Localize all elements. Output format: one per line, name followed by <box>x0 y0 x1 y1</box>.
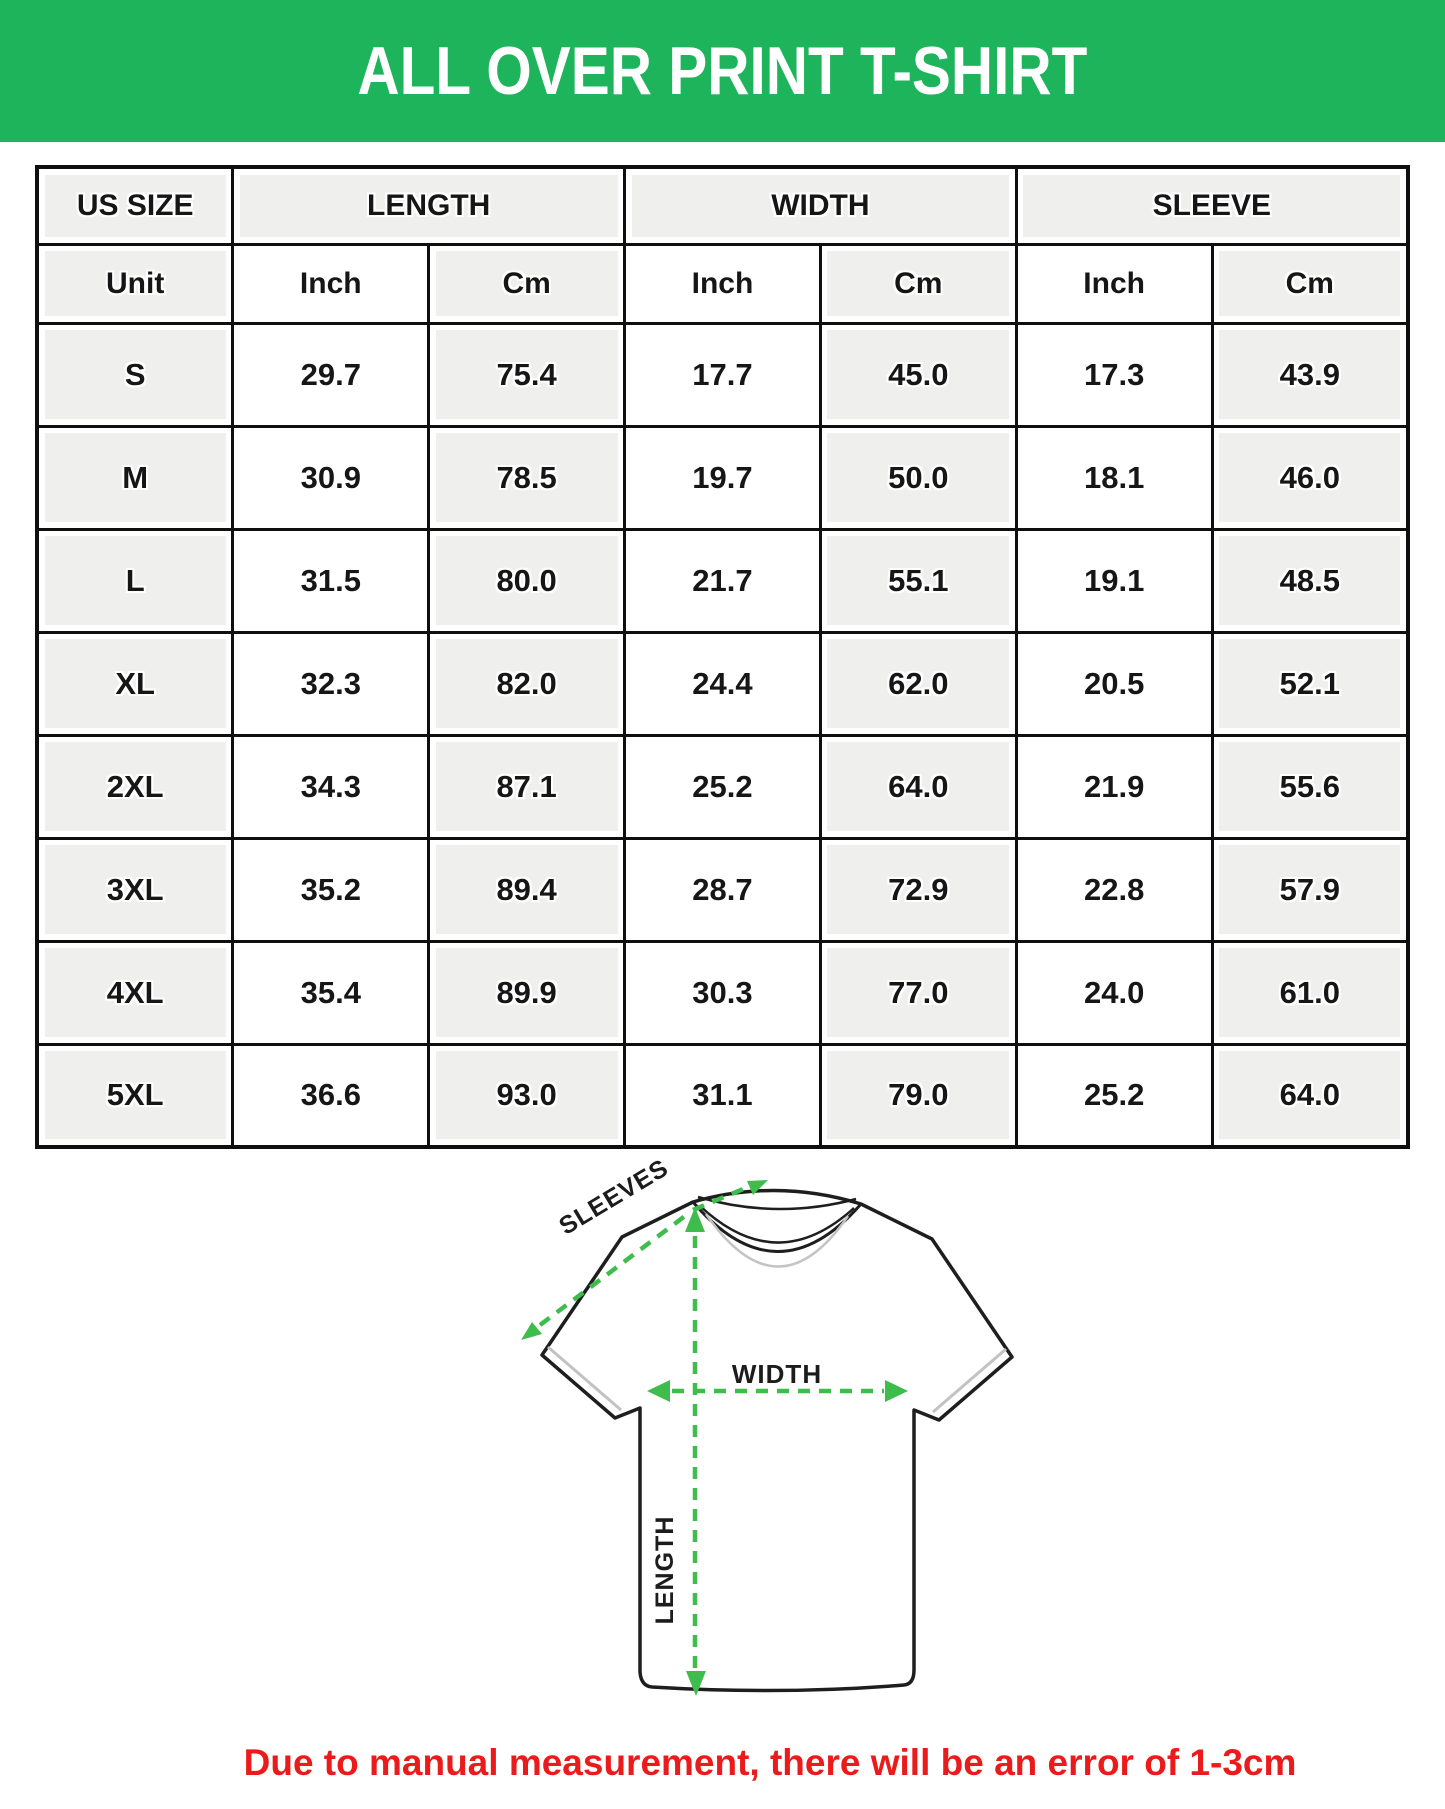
unit-cell: Cm <box>427 242 627 325</box>
value-cell: 46.0 <box>1210 424 1410 531</box>
value-cell: 87.1 <box>427 733 627 840</box>
size-chart-table: US SIZE LENGTH WIDTH SLEEVE Unit Inch Cm… <box>35 165 1410 1149</box>
table-row: M 30.9 78.5 19.7 50.0 18.1 46.0 <box>35 424 1410 531</box>
length-label: LENGTH <box>651 1516 679 1625</box>
value-cell: 35.4 <box>231 939 431 1046</box>
table-row: L 31.5 80.0 21.7 55.1 19.1 48.5 <box>35 527 1410 634</box>
value-cell: 29.7 <box>231 321 431 428</box>
value-cell: 48.5 <box>1210 527 1410 634</box>
value-cell: 89.9 <box>427 939 627 1046</box>
table-row: 2XL 34.3 87.1 25.2 64.0 21.9 55.6 <box>35 733 1410 840</box>
length-arrowhead-bottom <box>686 1671 706 1696</box>
sleeves-arrow-diagonal <box>538 1211 691 1327</box>
value-cell: 30.9 <box>231 424 431 531</box>
table-row: 5XL 36.6 93.0 31.1 79.0 25.2 64.0 <box>35 1042 1410 1149</box>
sleeves-arrowhead-bottom <box>521 1322 542 1340</box>
right-cuff-seam <box>932 1347 1007 1414</box>
unit-cell: Cm <box>818 242 1018 325</box>
width-label: WIDTH <box>732 1359 822 1389</box>
header-cell-width: WIDTH <box>623 165 1018 246</box>
group-header-row: US SIZE LENGTH WIDTH SLEEVE <box>35 165 1410 246</box>
value-cell: 52.1 <box>1210 630 1410 737</box>
tshirt-outline <box>540 1188 1014 1693</box>
width-arrowhead-right <box>885 1380 908 1402</box>
value-cell: 21.7 <box>623 527 822 634</box>
value-cell: 32.3 <box>231 630 431 737</box>
header-cell-sleeve: SLEEVE <box>1014 165 1410 246</box>
size-cell: 3XL <box>35 836 235 943</box>
width-arrowhead-left <box>647 1380 670 1402</box>
value-cell: 64.0 <box>818 733 1018 840</box>
title-banner: ALL OVER PRINT T-SHIRT <box>0 0 1445 142</box>
value-cell: 20.5 <box>1014 630 1214 737</box>
value-cell: 89.4 <box>427 836 627 943</box>
measurement-disclaimer: Due to manual measurement, there will be… <box>243 1742 1297 1783</box>
value-cell: 75.4 <box>427 321 627 428</box>
sleeves-arrow-top <box>692 1184 749 1213</box>
unit-cell: Unit <box>35 242 235 325</box>
value-cell: 34.3 <box>231 733 431 840</box>
header-cell-length: LENGTH <box>231 165 627 246</box>
value-cell: 62.0 <box>818 630 1018 737</box>
value-cell: 82.0 <box>427 630 627 737</box>
table-row: S 29.7 75.4 17.7 45.0 17.3 43.9 <box>35 321 1410 428</box>
value-cell: 18.1 <box>1014 424 1214 531</box>
table-row: 4XL 35.4 89.9 30.3 77.0 24.0 61.0 <box>35 939 1410 1046</box>
value-cell: 45.0 <box>818 321 1018 428</box>
left-cuff-seam <box>547 1345 622 1412</box>
value-cell: 31.5 <box>231 527 431 634</box>
table-row: XL 32.3 82.0 24.4 62.0 20.5 52.1 <box>35 630 1410 737</box>
collar-shadow-line <box>704 1213 850 1268</box>
value-cell: 43.9 <box>1210 321 1410 428</box>
length-arrowhead-top <box>685 1207 705 1232</box>
value-cell: 61.0 <box>1210 939 1410 1046</box>
value-cell: 36.6 <box>231 1042 431 1149</box>
tshirt-measurement-diagram: SLEEVES WIDTH LENGTH <box>521 1151 1014 1696</box>
value-cell: 64.0 <box>1210 1042 1410 1149</box>
value-cell: 79.0 <box>818 1042 1018 1149</box>
value-cell: 25.2 <box>623 733 822 840</box>
value-cell: 55.6 <box>1210 733 1410 840</box>
header-cell-us-size: US SIZE <box>35 165 235 246</box>
unit-cell: Inch <box>231 242 431 325</box>
value-cell: 21.9 <box>1014 733 1214 840</box>
value-cell: 22.8 <box>1014 836 1214 943</box>
sleeves-arrowhead-top <box>747 1180 768 1195</box>
unit-cell: Inch <box>623 242 822 325</box>
value-cell: 50.0 <box>818 424 1018 531</box>
size-cell: 5XL <box>35 1042 235 1149</box>
value-cell: 72.9 <box>818 836 1018 943</box>
value-cell: 28.7 <box>623 836 822 943</box>
value-cell: 77.0 <box>818 939 1018 1046</box>
value-cell: 31.1 <box>623 1042 822 1149</box>
value-cell: 24.0 <box>1014 939 1214 1046</box>
unit-row: Unit Inch Cm Inch Cm Inch Cm <box>35 242 1410 325</box>
value-cell: 30.3 <box>623 939 822 1046</box>
value-cell: 78.5 <box>427 424 627 531</box>
value-cell: 19.7 <box>623 424 822 531</box>
page-title: ALL OVER PRINT T-SHIRT <box>357 33 1088 109</box>
value-cell: 17.3 <box>1014 321 1214 428</box>
value-cell: 17.7 <box>623 321 822 428</box>
value-cell: 24.4 <box>623 630 822 737</box>
value-cell: 19.1 <box>1014 527 1214 634</box>
value-cell: 93.0 <box>427 1042 627 1149</box>
table-row: 3XL 35.2 89.4 28.7 72.9 22.8 57.9 <box>35 836 1410 943</box>
size-cell: L <box>35 527 235 634</box>
value-cell: 35.2 <box>231 836 431 943</box>
size-cell: S <box>35 321 235 428</box>
size-cell: XL <box>35 630 235 737</box>
value-cell: 55.1 <box>818 527 1018 634</box>
unit-cell: Inch <box>1014 242 1214 325</box>
unit-cell: Cm <box>1210 242 1410 325</box>
value-cell: 80.0 <box>427 527 627 634</box>
size-cell: 2XL <box>35 733 235 840</box>
collar-rib-seam <box>699 1205 855 1244</box>
size-cell: M <box>35 424 235 531</box>
size-cell: 4XL <box>35 939 235 1046</box>
value-cell: 25.2 <box>1014 1042 1214 1149</box>
value-cell: 57.9 <box>1210 836 1410 943</box>
